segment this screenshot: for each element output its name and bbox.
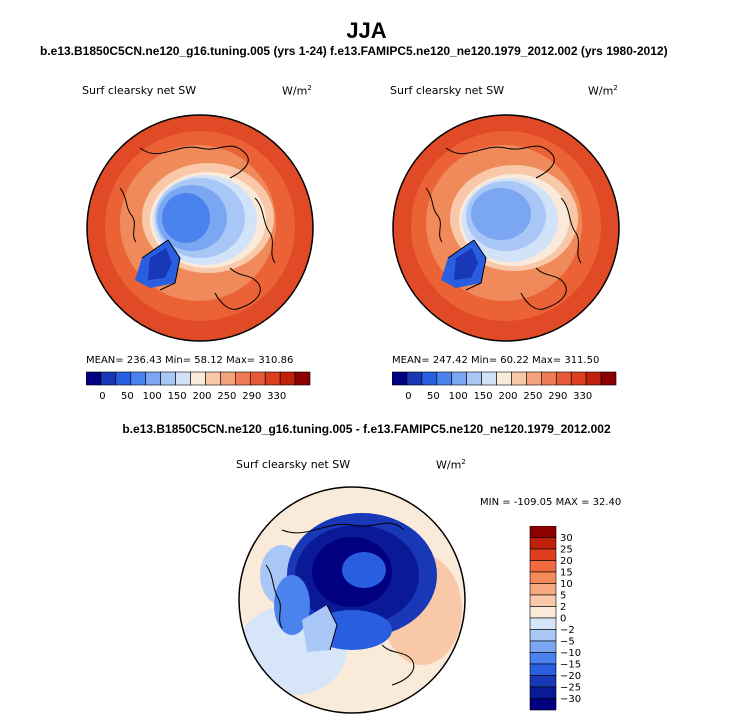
colorbar-swatch (436, 371, 453, 386)
colorbar-swatch (600, 371, 617, 386)
colorbar-swatch (529, 629, 557, 642)
colorbar-swatch (279, 371, 296, 386)
colorbar-swatch (529, 663, 557, 676)
left-polar-map (86, 114, 314, 342)
colorbar-tick-label: −10 (560, 648, 581, 659)
colorbar-swatch (529, 537, 557, 550)
colorbar-swatch (570, 371, 587, 386)
colorbar-swatch (190, 371, 206, 386)
colorbar-swatch (511, 371, 527, 386)
colorbar-tick-label: 200 (192, 391, 211, 402)
colorbar-swatch (541, 371, 557, 386)
colorbar-tick-label: 250 (217, 391, 236, 402)
case-a-title: b.e13.B1850C5CN.ne120_g16.tuning.005 (yr… (40, 44, 327, 58)
colorbar-tick-label: 5 (560, 591, 566, 602)
colorbar-tick-label: 50 (121, 391, 134, 402)
colorbar-swatch (496, 371, 512, 386)
colorbar-swatch (529, 560, 557, 573)
colorbar-swatch (481, 371, 497, 386)
colorbar-tick-label: −15 (560, 660, 581, 671)
colorbar-swatch (205, 371, 221, 386)
colorbar-swatch (86, 371, 102, 386)
colorbar-swatch (529, 548, 557, 561)
diff-variable-label: Surf clearsky net SW (236, 458, 351, 471)
colorbar-swatch (529, 594, 557, 607)
colorbar-swatch (529, 698, 557, 711)
colorbar-tick-label: 330 (267, 391, 286, 402)
case-b-title: f.e13.FAMIPC5.ne120_ne120.1979_2012.002 … (330, 44, 668, 58)
colorbar-tick-label: 0 (99, 391, 105, 402)
colorbar-swatch (529, 583, 557, 596)
colorbar-swatch (220, 371, 236, 386)
colorbar-swatch (392, 371, 408, 386)
colorbar-swatch (529, 686, 557, 699)
colorbar-tick-label: 2 (560, 602, 566, 613)
colorbar-swatch (526, 371, 542, 386)
colorbar-tick-label: 50 (427, 391, 440, 402)
colorbar-tick-label: 150 (474, 391, 493, 402)
colorbar-swatch (294, 371, 311, 386)
colorbar-swatch (529, 675, 557, 688)
colorbar-swatch (175, 371, 191, 386)
colorbar-swatch (466, 371, 482, 386)
left-colorbar: 0 50 100 150 200 250 290 330 (86, 371, 311, 402)
right-units-label: W/m2 (588, 84, 618, 98)
season-title: JJA (346, 18, 387, 43)
colorbar-swatch (529, 640, 557, 653)
colorbar-swatch (100, 371, 117, 386)
difference-polar-map (238, 486, 466, 714)
colorbar-swatch (421, 371, 438, 386)
colorbar-tick-label: 150 (168, 391, 187, 402)
colorbar-swatch (529, 617, 557, 630)
colorbar-tick-label: 0 (560, 614, 566, 625)
diff-units-label: W/m2 (436, 458, 466, 472)
colorbar-swatch (249, 371, 266, 386)
colorbar-tick-label: 250 (523, 391, 542, 402)
colorbar-swatch (529, 606, 557, 619)
diff-stats: MIN = -109.05 MAX = 32.40 (480, 497, 622, 508)
colorbar-tick-label: 100 (143, 391, 162, 402)
colorbar-swatch (529, 526, 557, 538)
colorbar-swatch (145, 371, 161, 386)
colorbar-tick-label: 0 (405, 391, 411, 402)
colorbar-tick-label: 30 (560, 533, 573, 544)
colorbar-tick-label: 290 (242, 391, 261, 402)
colorbar-swatch (115, 371, 132, 386)
left-units-label: W/m2 (282, 84, 312, 98)
colorbar-tick-label: 10 (560, 579, 573, 590)
left-stats: MEAN= 236.43 Min= 58.12 Max= 310.86 (86, 355, 294, 366)
right-polar-map (392, 114, 620, 342)
colorbar-swatch (451, 371, 467, 386)
colorbar-swatch (529, 652, 557, 665)
colorbar-tick-label: 15 (560, 568, 573, 579)
right-stats: MEAN= 247.42 Min= 60.22 Max= 311.50 (392, 355, 600, 366)
colorbar-swatch (406, 371, 423, 386)
right-variable-label: Surf clearsky net SW (390, 84, 505, 97)
colorbar-swatch (160, 371, 176, 386)
difference-title: b.e13.B1850C5CN.ne120_g16.tuning.005 - f… (122, 422, 611, 436)
colorbar-tick-label: −30 (560, 694, 581, 705)
right-colorbar: 0 50 100 150 200 250 290 330 (392, 371, 617, 402)
colorbar-swatch (235, 371, 251, 386)
colorbar-tick-label: 330 (573, 391, 592, 402)
colorbar-swatch (555, 371, 572, 386)
left-variable-label: Surf clearsky net SW (82, 84, 197, 97)
colorbar-tick-label: 200 (498, 391, 517, 402)
colorbar-swatch (130, 371, 147, 386)
colorbar-tick-label: −25 (560, 683, 581, 694)
colorbar-tick-label: 100 (449, 391, 468, 402)
colorbar-tick-label: 20 (560, 556, 573, 567)
colorbar-swatch (585, 371, 602, 386)
colorbar-swatch (264, 371, 281, 386)
colorbar-tick-label: −5 (560, 637, 575, 648)
colorbar-tick-label: −2 (560, 625, 575, 636)
colorbar-tick-label: 290 (548, 391, 567, 402)
colorbar-tick-label: 25 (560, 545, 573, 556)
colorbar-swatch (529, 571, 557, 584)
colorbar-tick-label: −20 (560, 671, 581, 682)
